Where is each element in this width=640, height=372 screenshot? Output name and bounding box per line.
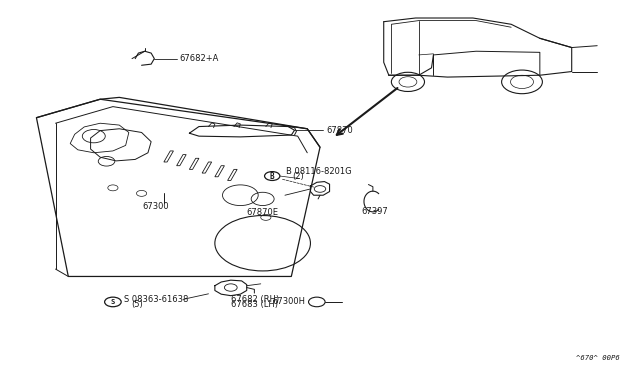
Text: 67682 (RH): 67682 (RH)	[231, 295, 279, 304]
Text: B: B	[270, 171, 275, 180]
Text: 67397: 67397	[362, 206, 388, 216]
Text: 67683 (LH): 67683 (LH)	[231, 300, 278, 309]
Text: 67870: 67870	[326, 126, 353, 135]
Text: 67300H: 67300H	[272, 298, 305, 307]
Text: S 08363-61638: S 08363-61638	[124, 295, 188, 304]
Text: 67870E: 67870E	[246, 208, 278, 217]
Text: (2): (2)	[292, 171, 304, 180]
Text: ^670^ 00P6: ^670^ 00P6	[576, 355, 620, 361]
Text: 67300: 67300	[143, 202, 170, 211]
Text: 67682+A: 67682+A	[180, 54, 219, 63]
Text: B 08116-8201G: B 08116-8201G	[285, 167, 351, 176]
Text: (5): (5)	[131, 300, 143, 309]
Text: S: S	[111, 299, 115, 305]
